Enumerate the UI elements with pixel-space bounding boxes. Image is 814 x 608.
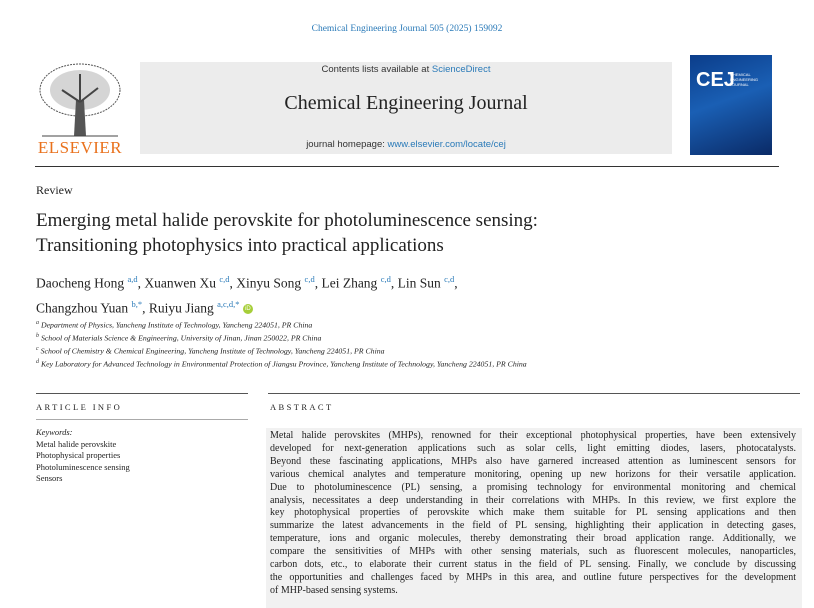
- abstract-line: key photophysical properties of perovski…: [270, 507, 796, 519]
- journal-banner: Contents lists available at ScienceDirec…: [140, 62, 672, 154]
- abstract-line: summarize the latest advancements in the…: [270, 520, 796, 532]
- sciencedirect-link[interactable]: ScienceDirect: [431, 64, 491, 75]
- elsevier-wordmark: ELSEVIER: [37, 138, 123, 157]
- affiliation-text: School of Materials Science & Engineerin…: [40, 333, 322, 343]
- cover-subtitle: CHEMICAL ENGINEERING JOURNAL: [730, 72, 759, 87]
- abstract-line: developed for next-generation applicatio…: [270, 442, 796, 454]
- journal-name: Chemical Engineering Journal: [284, 92, 528, 114]
- author-affiliation-sup[interactable]: a,c,d,*: [217, 298, 240, 309]
- abstract-line: of MHP-based sensing systems.: [270, 584, 398, 596]
- affiliation-sup: b: [36, 333, 39, 340]
- author-name[interactable]: Changzhou Yuan: [36, 300, 129, 315]
- title-line: Transitioning photophysics into practica…: [36, 235, 444, 256]
- author-affiliation-sup[interactable]: c,d: [219, 274, 230, 284]
- elsevier-tree-logo: [32, 60, 128, 158]
- affiliation-sup: c: [36, 346, 39, 353]
- abstract-line: various chemical analytes and temperatur…: [270, 468, 796, 480]
- author-name[interactable]: Xuanwen Xu: [144, 275, 216, 291]
- keyword: Metal halide perovskite: [36, 438, 117, 449]
- keywords: Keywords: Metal halide perovskite Photop…: [36, 427, 130, 485]
- homepage-prefix: journal homepage:: [306, 139, 388, 150]
- affiliation: d Key Laboratory for Advanced Technology…: [36, 357, 527, 370]
- author-affiliation-sup[interactable]: b,*: [131, 298, 143, 309]
- contents-line: Contents lists available at ScienceDirec…: [140, 64, 672, 75]
- cover-abbr: CEJ: [696, 69, 735, 91]
- affiliation-text: School of Chemistry & Chemical Engineeri…: [40, 346, 385, 356]
- abstract-line: the opportunities and challenges faced b…: [270, 571, 796, 583]
- title-line: Emerging metal halide perovskite for pho…: [36, 210, 538, 231]
- homepage-line: journal homepage: www.elsevier.com/locat…: [140, 139, 672, 150]
- affiliation-sup: a: [36, 320, 39, 326]
- homepage-link[interactable]: www.elsevier.com/locate/cej: [387, 139, 506, 150]
- keyword: Photophysical properties: [36, 450, 121, 460]
- article-info-heading: ARTICLE INFO: [36, 402, 123, 412]
- abstract-text: Metal halide perovskites (MHPs), renowne…: [270, 430, 796, 598]
- abstract-background: [266, 428, 802, 608]
- author-affiliation-sup[interactable]: c,d: [380, 274, 391, 284]
- author-name[interactable]: Lei Zhang: [321, 275, 378, 291]
- author-name[interactable]: Lin Sun: [397, 275, 441, 291]
- abstract-line: analysis, necessitates a deep understand…: [270, 494, 796, 506]
- abstract-heading: ABSTRACT: [270, 402, 334, 412]
- header-divider: [35, 166, 779, 167]
- keyword: Sensors: [36, 473, 63, 483]
- affiliation: a Department of Physics, Yancheng Instit…: [36, 318, 527, 331]
- orcid-icon[interactable]: iD: [242, 303, 253, 314]
- journal-reference-link[interactable]: Chemical Engineering Journal 505 (2025) …: [311, 24, 503, 34]
- article-title: Emerging metal halide perovskite for pho…: [36, 208, 538, 258]
- author-name[interactable]: Xinyu Song: [236, 275, 302, 291]
- abstract-line: compare the sensitivities of MHPs with o…: [270, 546, 796, 558]
- author-affiliation-sup[interactable]: c,d: [444, 274, 455, 284]
- article-info-divider: [36, 393, 248, 394]
- keyword: Photoluminescence sensing: [36, 461, 130, 472]
- abstract-line: temperature, ions and organic molecules,…: [270, 533, 796, 545]
- affiliation-sup: d: [36, 359, 39, 366]
- article-type: Review: [36, 183, 73, 197]
- abstract-line: carbon dots, etc., to elaborate their cu…: [270, 559, 796, 571]
- abstract-divider: [268, 393, 800, 394]
- author-name[interactable]: Ruiyu Jiang: [148, 300, 214, 315]
- affiliations: a Department of Physics, Yancheng Instit…: [36, 318, 527, 370]
- keywords-label: Keywords:: [36, 427, 73, 437]
- affiliation-text: Department of Physics, Yancheng Institut…: [40, 320, 313, 330]
- author-list: Daocheng Hong a,d, Xuanwen Xu c,d, Xinyu…: [36, 274, 458, 315]
- author-affiliation-sup[interactable]: c,d: [304, 274, 315, 284]
- affiliation: b School of Materials Science & Engineer…: [36, 331, 527, 344]
- abstract-line: Beyond these fascinating applications, M…: [270, 455, 796, 467]
- abstract-line: Metal halide perovskites (MHPs), renowne…: [270, 430, 796, 441]
- affiliation: c School of Chemistry & Chemical Enginee…: [36, 344, 527, 357]
- author-name[interactable]: Daocheng Hong: [36, 275, 125, 291]
- contents-prefix: Contents lists available at: [321, 64, 432, 75]
- journal-cover-image: CEJ CHEMICAL ENGINEERING JOURNAL: [690, 55, 772, 155]
- article-info-subdivider: [36, 419, 248, 420]
- affiliation-text: Key Laboratory for Advanced Technology i…: [40, 359, 527, 369]
- abstract-line: Due to photoluminescence (PL) sensing, a…: [270, 481, 796, 493]
- author-affiliation-sup[interactable]: a,d: [127, 274, 138, 284]
